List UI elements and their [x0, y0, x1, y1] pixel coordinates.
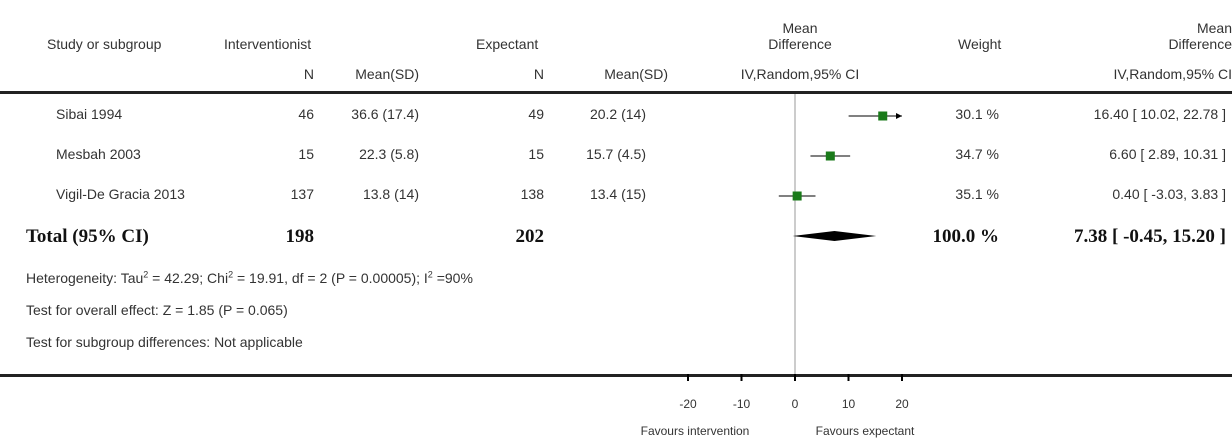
study-weight: 35.1 % — [955, 186, 999, 202]
study-marker — [825, 151, 835, 161]
header-md-text-line1: Mean — [1196, 20, 1232, 36]
study-mean2: 13.4 (15) — [589, 186, 646, 202]
favours-left-label: Favours intervention — [640, 424, 750, 438]
heterogeneity-i-sup: 2 — [427, 269, 433, 280]
study-ci: 0.40 [ -3.03, 3.83 ] — [1112, 186, 1226, 202]
heterogeneity-mid2: = 19.91, df = 2 (P = 0.00005); I — [233, 270, 428, 286]
pooled-diamond — [792, 231, 877, 241]
axis-tick-label: -20 — [679, 397, 697, 411]
axis-tick-label: -10 — [733, 397, 751, 411]
header-mean2: Mean(SD) — [604, 66, 668, 82]
total-n1: 198 — [285, 226, 315, 247]
study-ci: 6.60 [ 2.89, 10.31 ] — [1109, 146, 1226, 162]
study-weight: 34.7 % — [955, 146, 999, 162]
study-name: Sibai 1994 — [56, 106, 123, 122]
study-marker — [792, 191, 802, 201]
header-group1: Interventionist — [224, 36, 312, 52]
subgroup-note: Test for subgroup differences: Not appli… — [26, 334, 303, 350]
favours-right-label: Favours expectant — [815, 424, 915, 438]
study-n2: 138 — [520, 186, 544, 202]
study-name: Vigil-De Gracia 2013 — [56, 186, 185, 202]
total-ci: 7.38 [ -0.45, 15.20 ] — [1074, 226, 1226, 247]
ci-arrow — [896, 113, 902, 119]
axis-tick-label: 10 — [842, 397, 856, 411]
axis-tick-label: 0 — [792, 397, 799, 411]
heterogeneity-mid: = 42.29; Chi — [148, 270, 229, 286]
header-mean1: Mean(SD) — [355, 66, 419, 82]
study-mean2: 15.7 (4.5) — [586, 146, 646, 162]
header-md-plot-method: IV,Random,95% CI — [740, 66, 860, 82]
total-label: Total (95% CI) — [26, 226, 149, 247]
header-divider — [0, 91, 1232, 94]
study-mean1: 36.6 (17.4) — [351, 106, 419, 122]
study-n2: 15 — [528, 146, 544, 162]
overall-effect-note: Test for overall effect: Z = 1.85 (P = 0… — [26, 302, 288, 318]
total-n2: 202 — [515, 226, 545, 247]
heterogeneity-note: Heterogeneity: Tau2 = 42.29; Chi2 = 19.9… — [26, 270, 473, 286]
study-name: Mesbah 2003 — [56, 146, 141, 162]
header-md-plot-line2: Difference — [768, 36, 832, 52]
header-study: Study or subgroup — [47, 36, 162, 52]
study-ci: 16.40 [ 10.02, 22.78 ] — [1093, 106, 1226, 122]
heterogeneity-tau-sup: 2 — [143, 269, 149, 280]
header-md-text-line2: Difference — [1168, 36, 1232, 52]
heterogeneity-prefix: Heterogeneity: Tau — [26, 270, 144, 286]
study-n2: 49 — [528, 106, 544, 122]
study-marker — [878, 111, 888, 121]
study-mean1: 13.8 (14) — [362, 186, 419, 202]
study-mean1: 22.3 (5.8) — [359, 146, 419, 162]
header-md-text-method: IV,Random,95% CI — [1113, 66, 1232, 82]
study-weight: 30.1 % — [955, 106, 999, 122]
total-weight: 100.0 % — [932, 226, 1000, 247]
header-n2: N — [533, 66, 544, 82]
header-group2: Expectant — [476, 36, 539, 52]
heterogeneity-end: =90% — [432, 270, 473, 286]
axis-tick-label: 20 — [895, 397, 909, 411]
study-n1: 137 — [290, 186, 314, 202]
header-n1: N — [303, 66, 314, 82]
study-n1: 15 — [298, 146, 314, 162]
header-md-plot-line1: Mean — [782, 20, 818, 36]
heterogeneity-chi-sup: 2 — [228, 269, 234, 280]
header-weight: Weight — [958, 36, 1002, 52]
study-mean2: 20.2 (14) — [589, 106, 646, 122]
study-n1: 46 — [298, 106, 314, 122]
footer-divider — [0, 374, 1232, 377]
